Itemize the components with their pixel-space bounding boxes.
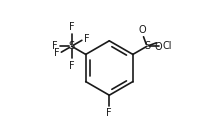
Text: O: O — [155, 42, 162, 52]
Text: S: S — [69, 41, 75, 51]
Text: F: F — [69, 22, 74, 32]
Text: F: F — [54, 48, 59, 58]
Text: F: F — [106, 108, 112, 118]
Text: F: F — [69, 61, 74, 71]
Text: S: S — [144, 41, 150, 51]
Text: O: O — [139, 25, 146, 35]
Text: F: F — [84, 34, 90, 44]
Text: Cl: Cl — [163, 41, 172, 51]
Text: F: F — [52, 41, 57, 51]
